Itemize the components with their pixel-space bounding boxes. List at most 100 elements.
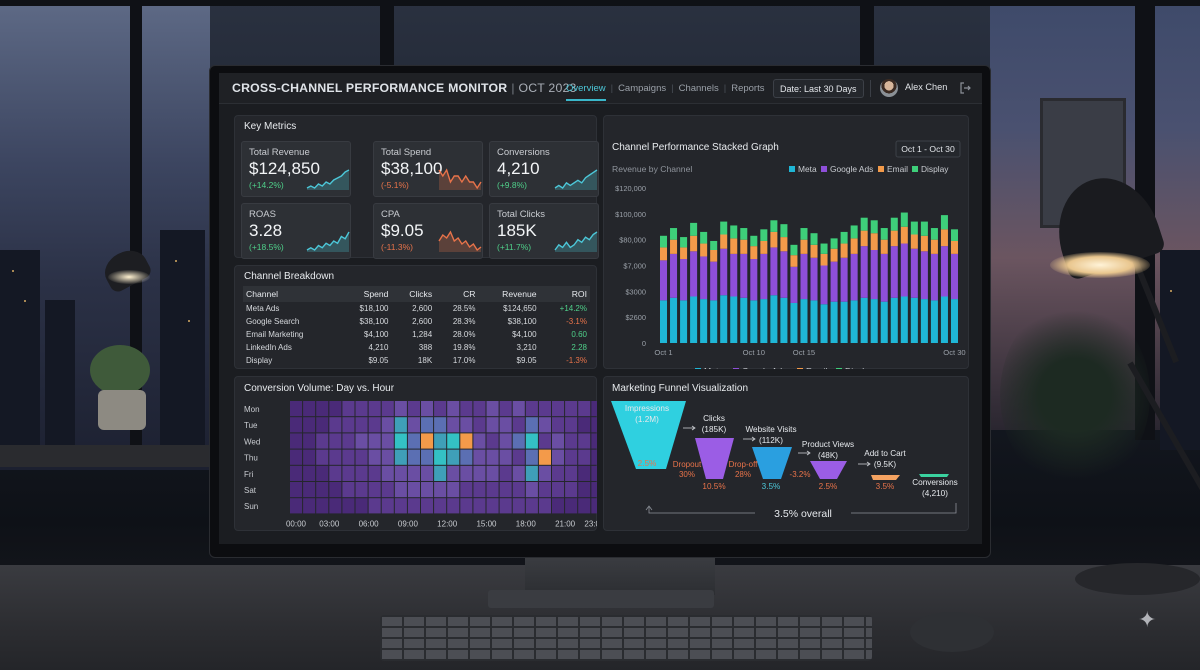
heatmap-cell[interactable]	[355, 482, 368, 498]
bar-segment-email[interactable]	[950, 240, 958, 254]
metric-card[interactable]: Total Clicks 185K (+11.7%)	[489, 203, 599, 259]
heatmap-cell[interactable]	[303, 449, 316, 465]
heatmap-cell[interactable]	[342, 417, 355, 433]
bar-segment-meta[interactable]	[660, 300, 668, 344]
bar-segment-google-ads[interactable]	[840, 257, 848, 302]
heatmap-cell[interactable]	[499, 465, 512, 481]
bar-segment-email[interactable]	[860, 230, 868, 247]
bar-segment-display[interactable]	[830, 238, 838, 249]
bar-segment-meta[interactable]	[690, 296, 698, 344]
heatmap-cell[interactable]	[329, 498, 342, 514]
bar-segment-display[interactable]	[880, 228, 888, 240]
heatmap-cell[interactable]	[447, 433, 460, 449]
heatmap-cell[interactable]	[460, 482, 473, 498]
heatmap-cell[interactable]	[303, 498, 316, 514]
heatmap-cell[interactable]	[552, 401, 565, 417]
bar-segment-google-ads[interactable]	[710, 261, 718, 301]
heatmap-cell[interactable]	[329, 401, 342, 417]
heatmap-cell[interactable]	[303, 482, 316, 498]
heatmap-cell[interactable]	[342, 401, 355, 417]
heatmap-cell[interactable]	[473, 449, 486, 465]
heatmap-cell[interactable]	[473, 433, 486, 449]
heatmap-cell[interactable]	[447, 401, 460, 417]
heatmap-cell[interactable]	[512, 433, 525, 449]
heatmap-cell[interactable]	[329, 449, 342, 465]
bar-segment-display[interactable]	[910, 221, 918, 235]
heatmap-cell[interactable]	[290, 417, 303, 433]
heatmap-cell[interactable]	[486, 433, 499, 449]
heatmap-cell[interactable]	[329, 482, 342, 498]
column-header[interactable]: ROI	[539, 286, 590, 302]
bar-segment-display[interactable]	[760, 229, 768, 241]
bar-segment-meta[interactable]	[760, 299, 768, 343]
bar-segment-google-ads[interactable]	[680, 259, 688, 301]
heatmap-cell[interactable]	[303, 401, 316, 417]
bar-segment-email[interactable]	[890, 230, 898, 247]
bar-segment-meta[interactable]	[800, 299, 808, 343]
heatmap-cell[interactable]	[381, 498, 394, 514]
bar-segment-google-ads[interactable]	[890, 246, 898, 298]
heatmap-cell[interactable]	[473, 417, 486, 433]
heatmap-cell[interactable]	[460, 449, 473, 465]
bar-segment-display[interactable]	[920, 221, 928, 236]
heatmap-cell[interactable]	[368, 433, 381, 449]
heatmap-cell[interactable]	[381, 401, 394, 417]
table-row[interactable]: Google Search $38,100 2,600 28.3% $38,100 -3.…	[243, 315, 590, 328]
heatmap-cell[interactable]	[578, 417, 591, 433]
bar-segment-email[interactable]	[690, 235, 698, 252]
heatmap-cell[interactable]	[342, 498, 355, 514]
heatmap-cell[interactable]	[552, 482, 565, 498]
heatmap-cell[interactable]	[329, 433, 342, 449]
heatmap-cell[interactable]	[368, 498, 381, 514]
bar-segment-display[interactable]	[790, 244, 798, 256]
bar-segment-google-ads[interactable]	[780, 251, 788, 298]
date-range-button[interactable]	[895, 140, 961, 158]
heatmap-cell[interactable]	[538, 401, 551, 417]
bar-segment-email[interactable]	[870, 233, 878, 250]
heatmap-cell[interactable]	[578, 498, 591, 514]
heatmap-cell[interactable]	[578, 401, 591, 417]
bar-segment-google-ads[interactable]	[950, 253, 958, 300]
bar-segment-display[interactable]	[870, 220, 878, 234]
heatmap-cell[interactable]	[368, 417, 381, 433]
heatmap-cell[interactable]	[290, 465, 303, 481]
table-row[interactable]: Email Marketing $4,100 1,284 28.0% $4,100 0.6…	[243, 328, 590, 341]
heatmap-cell[interactable]	[538, 465, 551, 481]
bar-segment-display[interactable]	[680, 237, 688, 248]
bar-segment-display[interactable]	[840, 231, 848, 244]
bar-segment-google-ads[interactable]	[800, 253, 808, 300]
bar-segment-meta[interactable]	[860, 297, 868, 343]
heatmap-cell[interactable]	[538, 498, 551, 514]
heatmap-cell[interactable]	[552, 433, 565, 449]
bar-segment-google-ads[interactable]	[750, 259, 758, 301]
heatmap-cell[interactable]	[525, 465, 538, 481]
heatmap-cell[interactable]	[499, 417, 512, 433]
heatmap-cell[interactable]	[381, 482, 394, 498]
bar-segment-display[interactable]	[700, 231, 708, 244]
heatmap-cell[interactable]	[421, 498, 434, 514]
avatar[interactable]	[880, 79, 898, 97]
heatmap-cell[interactable]	[591, 465, 597, 481]
heatmap-cell[interactable]	[290, 401, 303, 417]
heatmap-cell[interactable]	[329, 465, 342, 481]
heatmap-cell[interactable]	[552, 498, 565, 514]
heatmap-cell[interactable]	[303, 433, 316, 449]
heatmap-cell[interactable]	[394, 449, 407, 465]
heatmap-cell[interactable]	[512, 498, 525, 514]
heatmap-cell[interactable]	[538, 417, 551, 433]
bar-segment-meta[interactable]	[740, 297, 748, 343]
heatmap-cell[interactable]	[342, 482, 355, 498]
bar-segment-display[interactable]	[940, 215, 948, 230]
heatmap-cell[interactable]	[290, 433, 303, 449]
heatmap-cell[interactable]	[329, 417, 342, 433]
heatmap-cell[interactable]	[407, 401, 420, 417]
bar-segment-display[interactable]	[740, 228, 748, 240]
heatmap-cell[interactable]	[394, 417, 407, 433]
heatmap-cell[interactable]	[434, 498, 447, 514]
heatmap-cell[interactable]	[460, 401, 473, 417]
nav-channels[interactable]: Channels	[678, 83, 719, 94]
heatmap-cell[interactable]	[460, 498, 473, 514]
heatmap-cell[interactable]	[591, 449, 597, 465]
metric-card[interactable]: Total Revenue $124,850 (+14.2%)	[241, 141, 351, 197]
heatmap-cell[interactable]	[407, 465, 420, 481]
